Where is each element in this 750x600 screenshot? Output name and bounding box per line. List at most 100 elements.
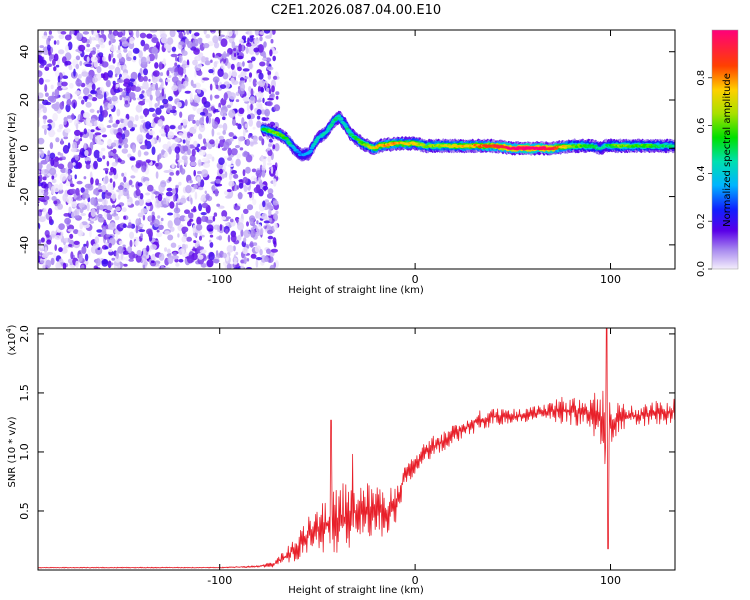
noise-speckle bbox=[75, 55, 81, 61]
noise-speckle bbox=[275, 91, 280, 96]
noise-speckle bbox=[231, 148, 238, 156]
noise-speckle bbox=[54, 235, 62, 240]
noise-speckle bbox=[204, 60, 211, 66]
noise-speckle bbox=[91, 30, 94, 35]
noise-speckle bbox=[174, 62, 178, 67]
noise-speckle bbox=[128, 92, 136, 100]
noise-speckle bbox=[90, 90, 97, 95]
noise-speckle bbox=[257, 44, 264, 53]
noise-speckle bbox=[266, 202, 272, 208]
noise-speckle bbox=[81, 246, 87, 254]
noise-speckle bbox=[227, 30, 233, 37]
noise-speckle bbox=[199, 231, 203, 237]
noise-speckle bbox=[268, 143, 272, 148]
noise-speckle bbox=[94, 132, 102, 136]
noise-speckle bbox=[140, 208, 148, 215]
noise-speckle bbox=[226, 245, 234, 253]
noise-speckle bbox=[254, 30, 260, 36]
noise-speckle bbox=[65, 91, 71, 100]
noise-speckle bbox=[208, 239, 212, 243]
noise-speckle bbox=[167, 255, 174, 264]
noise-speckle bbox=[257, 211, 261, 220]
noise-speckle bbox=[90, 177, 94, 185]
noise-speckle bbox=[197, 37, 203, 42]
noise-speckle bbox=[264, 256, 269, 262]
snr-scale-factor: (x104) bbox=[5, 324, 18, 355]
noise-speckle bbox=[243, 229, 251, 238]
noise-speckle bbox=[186, 255, 194, 264]
noise-speckle bbox=[203, 43, 210, 49]
noise-speckle bbox=[122, 244, 126, 248]
noise-speckle bbox=[181, 119, 188, 126]
noise-speckle bbox=[94, 135, 102, 144]
noise-speckle bbox=[202, 162, 211, 168]
snr-y-tick-label: 1.0 bbox=[18, 443, 31, 461]
noise-speckle bbox=[239, 82, 246, 92]
noise-speckle bbox=[200, 179, 205, 188]
noise-speckle bbox=[170, 242, 177, 248]
noise-speckle bbox=[211, 156, 215, 162]
noise-speckle bbox=[255, 170, 262, 178]
noise-speckle bbox=[208, 252, 215, 261]
noise-speckle bbox=[166, 70, 170, 77]
noise-speckle bbox=[223, 51, 227, 60]
noise-speckle bbox=[57, 75, 61, 83]
noise-speckle bbox=[175, 184, 180, 189]
noise-speckle bbox=[67, 169, 71, 176]
noise-speckle bbox=[206, 153, 213, 160]
noise-speckle bbox=[155, 82, 159, 91]
noise-speckle bbox=[52, 112, 58, 122]
noise-speckle bbox=[229, 137, 234, 142]
noise-speckle bbox=[40, 160, 48, 165]
noise-speckle bbox=[227, 62, 231, 69]
noise-speckle bbox=[257, 91, 264, 99]
noise-speckle bbox=[169, 125, 176, 130]
noise-speckle bbox=[165, 191, 173, 197]
noise-speckle bbox=[136, 249, 142, 256]
noise-speckle bbox=[169, 30, 176, 38]
noise-speckle bbox=[131, 184, 135, 188]
noise-speckle bbox=[131, 126, 136, 131]
noise-speckle bbox=[242, 68, 250, 72]
noise-speckle bbox=[122, 188, 129, 197]
noise-speckle bbox=[200, 196, 207, 202]
noise-speckle bbox=[135, 225, 139, 234]
noise-speckle bbox=[225, 195, 232, 199]
noise-speckle bbox=[227, 157, 233, 161]
noise-speckle bbox=[42, 115, 48, 120]
noise-speckle bbox=[62, 262, 67, 269]
noise-speckle bbox=[144, 109, 148, 118]
ridge-cell bbox=[344, 127, 350, 130]
noise-speckle bbox=[249, 215, 256, 223]
noise-speckle bbox=[57, 203, 63, 210]
noise-speckle bbox=[267, 97, 274, 101]
noise-speckle bbox=[109, 178, 113, 183]
noise-speckle bbox=[197, 254, 204, 260]
noise-speckle bbox=[216, 203, 221, 207]
noise-speckle bbox=[166, 187, 173, 192]
noise-speckle bbox=[189, 91, 193, 101]
noise-speckle bbox=[194, 147, 200, 150]
noise-speckle bbox=[243, 237, 247, 243]
noise-speckle bbox=[54, 88, 60, 97]
noise-speckle bbox=[273, 104, 281, 112]
noise-speckle bbox=[227, 164, 234, 168]
noise-speckle bbox=[116, 53, 123, 59]
noise-speckle bbox=[154, 62, 159, 69]
noise-speckle bbox=[228, 92, 236, 100]
colorbar-label: Normalized spectral amplitude bbox=[722, 73, 733, 227]
noise-speckle bbox=[150, 30, 158, 33]
noise-speckle bbox=[45, 155, 49, 162]
ridge-cell bbox=[308, 149, 313, 153]
noise-speckle bbox=[176, 30, 181, 33]
noise-speckle bbox=[34, 138, 37, 146]
noise-speckle bbox=[158, 252, 165, 261]
noise-speckle bbox=[118, 30, 121, 33]
noise-speckle bbox=[246, 221, 249, 227]
noise-speckle bbox=[75, 187, 80, 196]
noise-speckle bbox=[272, 237, 277, 245]
noise-speckle bbox=[102, 198, 108, 206]
noise-speckle bbox=[44, 128, 47, 135]
noise-speckle bbox=[150, 221, 154, 226]
noise-speckle bbox=[108, 248, 113, 253]
